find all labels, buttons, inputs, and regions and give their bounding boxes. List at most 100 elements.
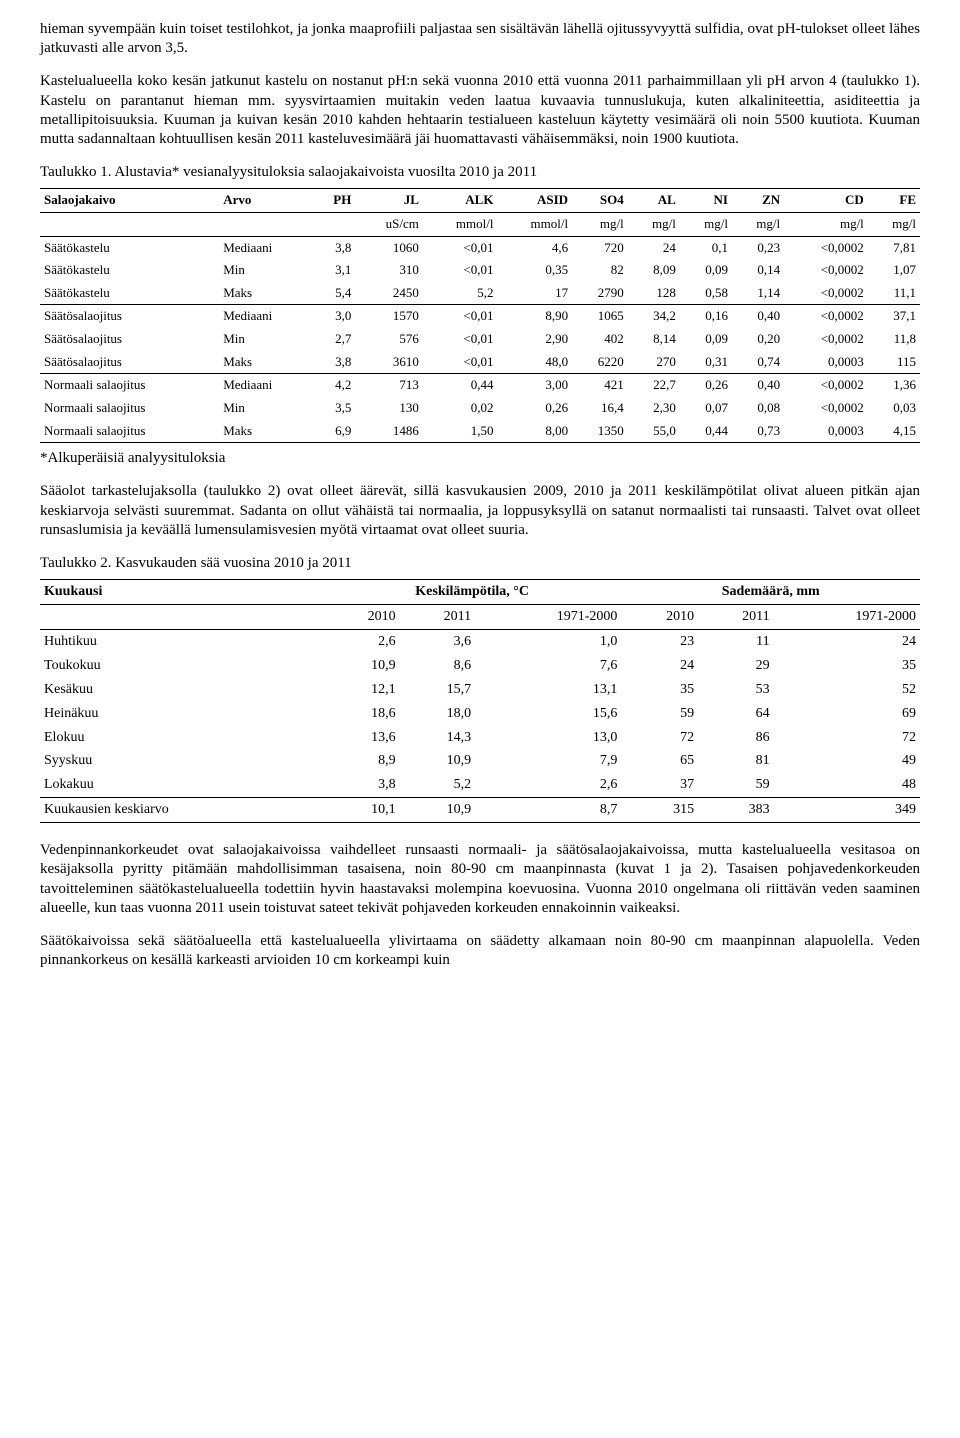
- t1-cell: Säätösalaojitus: [40, 351, 219, 374]
- t2-cell: 10,9: [323, 654, 400, 678]
- table-row: Kuukausien keskiarvo10,110,98,7315383349: [40, 798, 920, 823]
- t1-cell: 421: [572, 374, 628, 397]
- t1-cell: 713: [355, 374, 423, 397]
- t1-cell: Säätökastelu: [40, 282, 219, 305]
- t1-cell: Säätökastelu: [40, 236, 219, 259]
- t2-cell: 37: [621, 773, 698, 797]
- table2-caption: Taulukko 2. Kasvukauden sää vuosina 2010…: [40, 554, 920, 573]
- t1-cell: 7,81: [868, 236, 920, 259]
- t1-cell: <0,01: [423, 351, 498, 374]
- t2-cell: 35: [621, 678, 698, 702]
- t1-cell: 0,44: [680, 420, 732, 443]
- t1-cell: 130: [355, 397, 423, 420]
- table2-body: Huhtikuu2,63,61,0231124Toukokuu10,98,67,…: [40, 629, 920, 822]
- t2-cell: Kuukausien keskiarvo: [40, 798, 323, 823]
- t2-cell: 15,6: [475, 702, 621, 726]
- t1-cell: 2,7: [313, 328, 356, 351]
- t1-cell: 34,2: [628, 305, 680, 328]
- t2-h1-c1: Keskilämpötila, °C: [323, 580, 622, 605]
- t1-cell: 0,07: [680, 397, 732, 420]
- t2-cell: 49: [774, 749, 920, 773]
- t2-cell: 3,6: [400, 629, 476, 653]
- t1-cell: 4,15: [868, 420, 920, 443]
- t2-cell: 18,6: [323, 702, 400, 726]
- t1-cell: 24: [628, 236, 680, 259]
- t2-cell: 59: [698, 773, 774, 797]
- t1-cell: 4,6: [497, 236, 572, 259]
- t1-unit-cell: mg/l: [732, 212, 784, 236]
- t1-header-cell: ALK: [423, 189, 498, 213]
- t1-cell: Maks: [219, 282, 312, 305]
- t1-cell: 3,8: [313, 351, 356, 374]
- table-row: Huhtikuu2,63,61,0231124: [40, 629, 920, 653]
- t1-header-cell: NI: [680, 189, 732, 213]
- t2-cell: 14,3: [400, 726, 476, 750]
- table-row: Syyskuu8,910,97,9658149: [40, 749, 920, 773]
- t1-unit-cell: mg/l: [572, 212, 628, 236]
- t1-cell: <0,01: [423, 259, 498, 282]
- t1-cell: 1,14: [732, 282, 784, 305]
- t1-cell: 0,02: [423, 397, 498, 420]
- table-row: SäätökasteluMin3,1310<0,010,35828,090,09…: [40, 259, 920, 282]
- t1-header-cell: AL: [628, 189, 680, 213]
- t1-cell: 720: [572, 236, 628, 259]
- t2-cell: 53: [698, 678, 774, 702]
- t1-cell: Säätösalaojitus: [40, 328, 219, 351]
- t2-cell: 13,1: [475, 678, 621, 702]
- table1-caption: Taulukko 1. Alustavia* vesianalyysitulok…: [40, 163, 920, 182]
- t1-cell: 270: [628, 351, 680, 374]
- t1-cell: Mediaani: [219, 374, 312, 397]
- t1-header-cell: ZN: [732, 189, 784, 213]
- table-row: Toukokuu10,98,67,6242935: [40, 654, 920, 678]
- t1-unit-cell: mg/l: [628, 212, 680, 236]
- table2-header2: 201020111971-2000201020111971-2000: [40, 605, 920, 630]
- t1-cell: 5,4: [313, 282, 356, 305]
- t1-cell: 6220: [572, 351, 628, 374]
- table1-body: SäätökasteluMediaani3,81060<0,014,672024…: [40, 236, 920, 443]
- t1-header-cell: PH: [313, 189, 356, 213]
- t1-cell: 0,16: [680, 305, 732, 328]
- t1-unit-cell: mg/l: [784, 212, 868, 236]
- t2-header2-cell: 2011: [400, 605, 476, 630]
- t2-cell: 65: [621, 749, 698, 773]
- table-row: SäätökasteluMaks5,424505,21727901280,581…: [40, 282, 920, 305]
- t2-cell: 52: [774, 678, 920, 702]
- t2-cell: 8,9: [323, 749, 400, 773]
- t1-unit-cell: mg/l: [868, 212, 920, 236]
- t2-cell: 29: [698, 654, 774, 678]
- t1-cell: 82: [572, 259, 628, 282]
- t1-cell: 1060: [355, 236, 423, 259]
- paragraph-1: hieman syvempään kuin toiset testilohkot…: [40, 20, 920, 58]
- t1-cell: 0,08: [732, 397, 784, 420]
- t1-unit-cell: [313, 212, 356, 236]
- t2-cell: 81: [698, 749, 774, 773]
- t2-cell: 24: [774, 629, 920, 653]
- t1-unit-cell: mmol/l: [423, 212, 498, 236]
- t1-cell: 4,2: [313, 374, 356, 397]
- t1-cell: 1570: [355, 305, 423, 328]
- t1-cell: Normaali salaojitus: [40, 397, 219, 420]
- t1-cell: 8,90: [497, 305, 572, 328]
- t2-cell: 72: [774, 726, 920, 750]
- t2-cell: 10,1: [323, 798, 400, 823]
- t1-cell: 0,26: [680, 374, 732, 397]
- t2-header2-cell: 2011: [698, 605, 774, 630]
- t1-cell: <0,0002: [784, 259, 868, 282]
- t1-cell: 0,40: [732, 374, 784, 397]
- t2-cell: 24: [621, 654, 698, 678]
- t2-cell: Huhtikuu: [40, 629, 323, 653]
- t1-cell: 11,8: [868, 328, 920, 351]
- t1-cell: Min: [219, 397, 312, 420]
- t1-header-cell: SO4: [572, 189, 628, 213]
- t1-cell: 0,09: [680, 259, 732, 282]
- t1-header-cell: JL: [355, 189, 423, 213]
- t2-cell: 2,6: [323, 629, 400, 653]
- t1-cell: Säätökastelu: [40, 259, 219, 282]
- table-row: Elokuu13,614,313,0728672: [40, 726, 920, 750]
- t1-cell: 0,03: [868, 397, 920, 420]
- t1-cell: Min: [219, 328, 312, 351]
- t2-cell: 64: [698, 702, 774, 726]
- t1-cell: <0,0002: [784, 328, 868, 351]
- t2-header2-cell: 1971-2000: [475, 605, 621, 630]
- t1-unit-cell: [40, 212, 219, 236]
